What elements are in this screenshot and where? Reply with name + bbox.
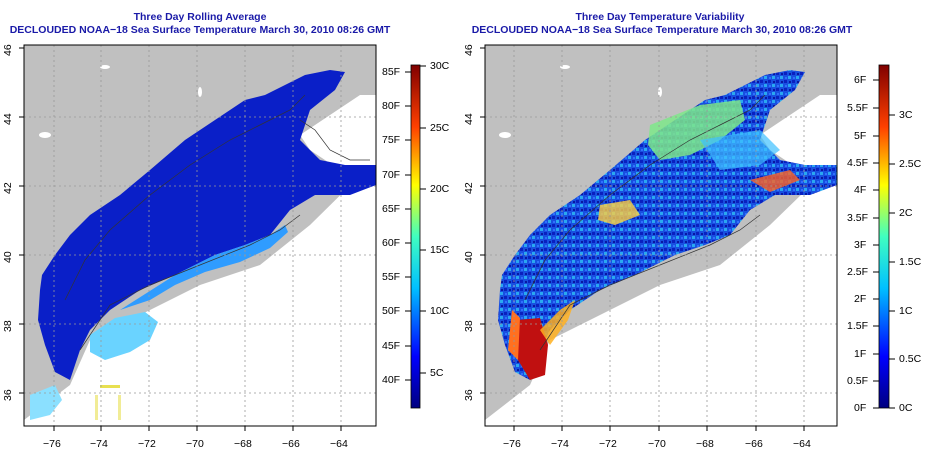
colorbar-c-label: 25C [430, 122, 450, 134]
colorbar-f-label: 1.5F [847, 320, 869, 332]
colorbar-f-label: 4F [854, 184, 867, 196]
colorbar-f-label: 6F [854, 74, 867, 86]
lon-tick: −64 [330, 438, 348, 450]
left-map-title: Three Day Rolling Average [133, 11, 267, 23]
lon-tick: −70 [648, 438, 666, 450]
lon-tick: −74 [551, 438, 569, 450]
lon-tick: −64 [793, 438, 811, 450]
colorbar-c-label: 2.5C [899, 158, 922, 170]
colorbar-f-label: 0.5F [847, 375, 869, 387]
lon-tick: −68 [696, 438, 714, 450]
lat-tick: 36 [463, 389, 475, 401]
cold-water-region [38, 70, 376, 380]
colorbar-f-label: 45F [382, 340, 401, 352]
colorbar-f-label: 3F [854, 239, 867, 251]
colorbar-f-label: 5F [854, 130, 867, 142]
colorbar-f-label: 50F [382, 305, 401, 317]
colorbar-c-label: 20C [430, 183, 450, 195]
lon-tick: −76 [503, 438, 521, 450]
colorbar-f-label: 65F [382, 203, 401, 215]
lat-tick: 38 [463, 320, 475, 332]
colorbar-f-label: 2.5F [847, 266, 869, 278]
lon-tick: −74 [90, 438, 108, 450]
lon-tick: −72 [138, 438, 156, 450]
colorbar-c-label: 0C [899, 402, 913, 414]
left-colorbar [410, 64, 421, 409]
colorbar-f-label: 4.5F [847, 157, 869, 169]
lon-tick: −72 [599, 438, 617, 450]
lon-tick: −68 [234, 438, 252, 450]
colorbar-c-label: 2C [899, 207, 913, 219]
colorbar-f-label: 3.5F [847, 212, 869, 224]
lat-tick: 40 [463, 251, 475, 263]
right-map-title: Three Day Temperature Variability [575, 11, 745, 23]
colorbar-f-label: 2F [854, 293, 867, 305]
colorbar-c-label: 10C [430, 305, 450, 317]
lat-tick: 44 [463, 113, 475, 125]
lat-tick: 46 [463, 44, 475, 56]
colorbar-c-label: 0.5C [899, 353, 922, 365]
colorbar-c-label: 1.5C [899, 256, 922, 268]
lon-tick: −76 [43, 438, 61, 450]
high-variability-region [518, 318, 548, 380]
colorbar-c-label: 3C [899, 109, 913, 121]
colorbar-f-label: 40F [382, 374, 401, 386]
ocean-gulf-maine [300, 95, 376, 170]
colorbar-f-label: 85F [382, 66, 401, 78]
colorbar-f-label: 80F [382, 100, 401, 112]
left-map-subtitle: DECLOUDED NOAA−18 Sea Surface Temperatur… [9, 24, 391, 36]
colorbar-f-label: 70F [382, 169, 401, 181]
lon-tick: −66 [282, 438, 300, 450]
right-colorbar [878, 64, 890, 409]
colorbar-f-label: 5.5F [847, 102, 869, 114]
colorbar-c-label: 5C [430, 367, 444, 379]
ocean-no-data [24, 160, 376, 426]
colorbar-c-label: 15C [430, 244, 450, 256]
lon-tick: −66 [745, 438, 763, 450]
colorbar-f-label: 60F [382, 237, 401, 249]
lon-tick: −70 [186, 438, 204, 450]
colorbar-c-label: 30C [430, 60, 450, 72]
colorbar-c-label: 1C [899, 305, 913, 317]
colorbar-f-label: 1F [854, 348, 867, 360]
colorbar-f-label: 0F [854, 402, 867, 414]
colorbar-f-label: 75F [382, 134, 401, 146]
colorbar-f-label: 55F [382, 271, 401, 283]
right-map-subtitle: DECLOUDED NOAA−18 Sea Surface Temperatur… [471, 24, 853, 36]
lat-tick: 42 [463, 182, 475, 194]
